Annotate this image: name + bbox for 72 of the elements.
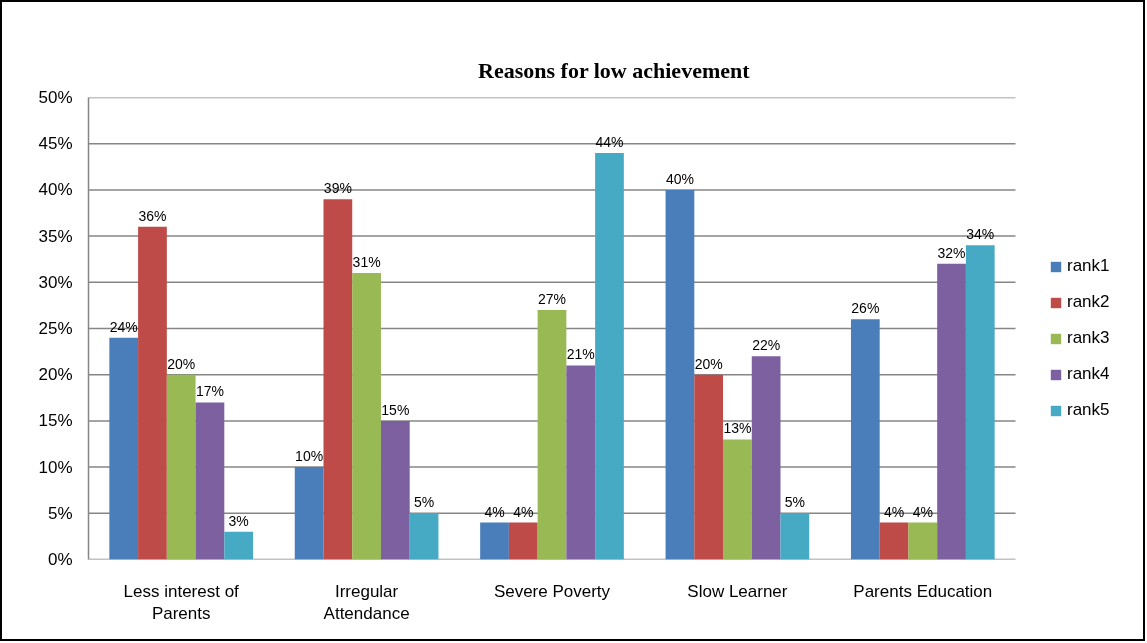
x-tick-label: Severe Poverty xyxy=(493,581,611,601)
x-tick-label: Parents Education xyxy=(853,581,993,601)
legend-label: rank3 xyxy=(1067,328,1110,348)
data-label: 36% xyxy=(138,207,167,224)
bar xyxy=(409,513,439,560)
data-label: 13% xyxy=(723,420,752,437)
data-label: 44% xyxy=(595,133,624,150)
bar xyxy=(937,263,966,560)
y-tick-label: 35% xyxy=(38,226,73,246)
bar xyxy=(965,245,995,560)
data-label: 31% xyxy=(352,254,381,271)
bar xyxy=(751,356,781,560)
data-label: 39% xyxy=(323,180,352,197)
data-label: 10% xyxy=(295,448,324,465)
bar xyxy=(566,365,596,560)
data-label: 40% xyxy=(665,170,694,187)
y-tick-label: 0% xyxy=(47,550,73,569)
data-label: 26% xyxy=(851,300,880,317)
bar xyxy=(908,522,938,560)
y-tick-label: 50% xyxy=(38,88,73,107)
bar xyxy=(879,522,909,560)
data-label: 32% xyxy=(937,244,966,261)
bar xyxy=(166,374,196,560)
data-label: 27% xyxy=(537,291,567,308)
y-tick-label: 5% xyxy=(47,503,73,523)
y-tick-label: 40% xyxy=(38,180,73,200)
data-label: 4% xyxy=(484,503,505,520)
bar xyxy=(138,226,167,560)
data-label: 15% xyxy=(381,401,410,418)
bar xyxy=(224,531,254,560)
x-tick-label: Slow Learner xyxy=(687,581,788,601)
x-tick-label: Irregular Attendance xyxy=(323,581,410,624)
data-label: 5% xyxy=(784,494,805,511)
legend-label: rank4 xyxy=(1067,364,1110,384)
y-tick-label: 45% xyxy=(38,134,73,154)
y-tick-label: 30% xyxy=(38,272,73,292)
data-label: 4% xyxy=(912,503,933,520)
chart-title: Reasons for low achievement xyxy=(478,57,751,83)
y-tick-label: 20% xyxy=(38,365,73,385)
bar xyxy=(723,439,752,560)
data-label: 5% xyxy=(413,494,435,511)
data-label: 4% xyxy=(513,503,534,520)
bar xyxy=(780,513,810,560)
legend-label: rank1 xyxy=(1067,256,1110,276)
x-tick-label: Less interest of Parents xyxy=(123,581,240,624)
legend-label: rank2 xyxy=(1067,292,1110,312)
y-tick-label: 10% xyxy=(38,457,73,477)
bar xyxy=(850,319,880,560)
y-tick-label: 15% xyxy=(38,411,73,431)
bar xyxy=(352,273,381,560)
bar xyxy=(323,199,353,560)
legend-label: rank5 xyxy=(1067,400,1110,420)
data-label: 17% xyxy=(195,383,224,400)
data-label: 3% xyxy=(228,512,249,529)
y-tick-label: 25% xyxy=(38,319,73,338)
data-label: 22% xyxy=(752,337,781,354)
bar xyxy=(109,337,139,560)
bar xyxy=(294,467,324,560)
bar xyxy=(380,420,410,560)
data-label: 24% xyxy=(109,318,138,335)
data-label: 20% xyxy=(694,355,723,372)
bar xyxy=(195,402,225,560)
bar xyxy=(665,189,695,560)
bar xyxy=(508,522,538,560)
data-label: 21% xyxy=(566,346,595,363)
bar xyxy=(595,152,624,560)
bar xyxy=(480,522,509,560)
bar xyxy=(694,374,724,560)
data-label: 34% xyxy=(966,226,995,243)
bar xyxy=(537,310,567,560)
data-label: 4% xyxy=(883,503,905,520)
data-label: 20% xyxy=(167,355,196,372)
